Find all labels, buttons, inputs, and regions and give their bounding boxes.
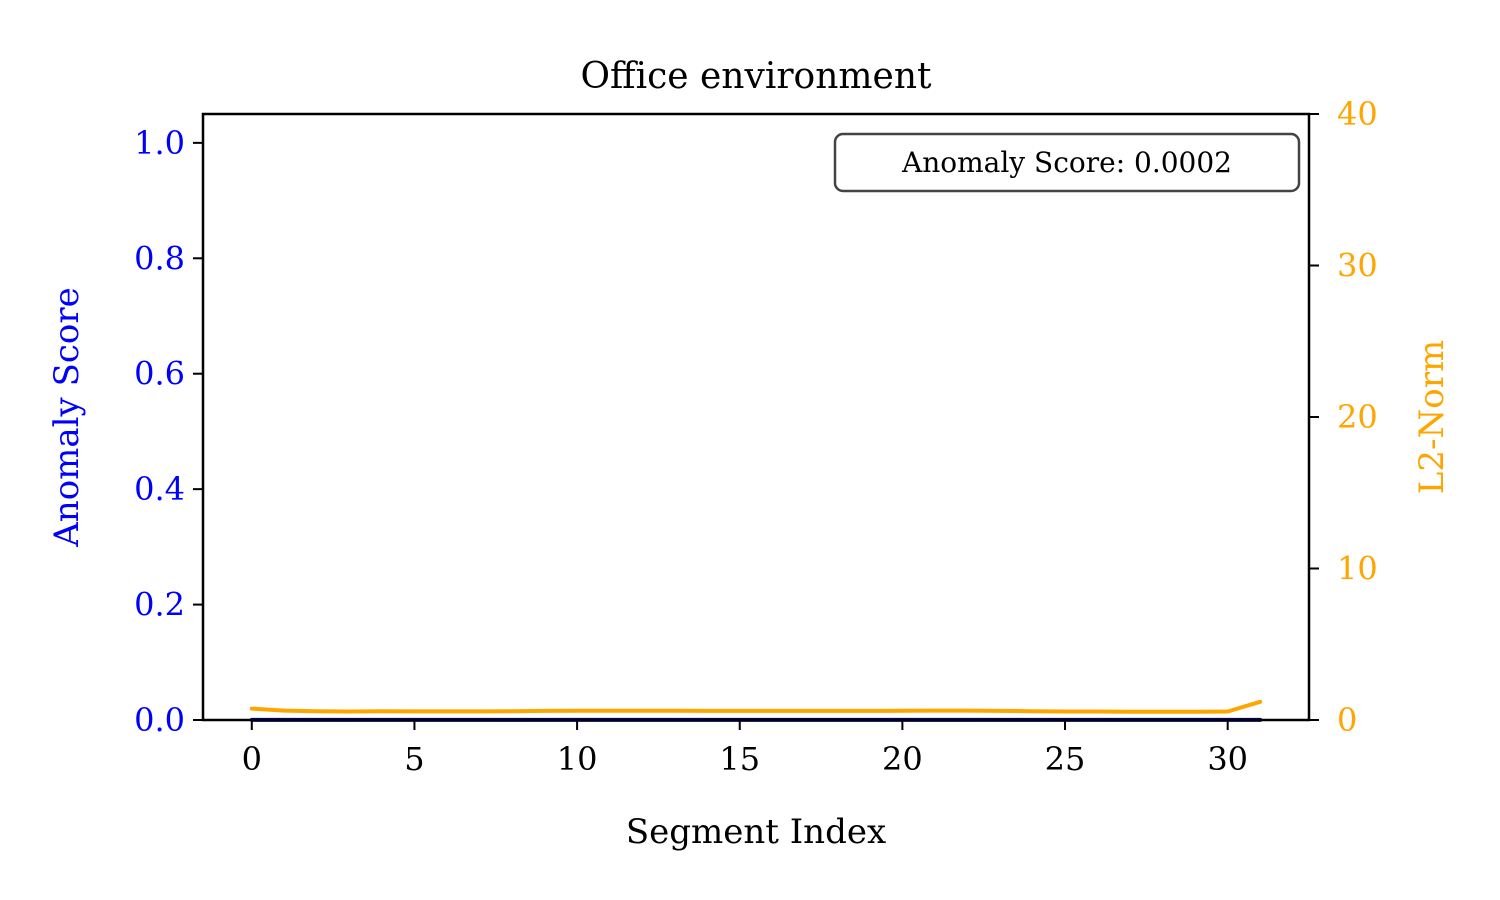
annotation-text: Anomaly Score: 0.0002 (901, 146, 1232, 179)
y-left-tick-label: 0.2 (134, 586, 185, 624)
y-right-tick-label: 10 (1337, 550, 1378, 588)
x-tick-label: 25 (1045, 740, 1086, 778)
y-left-tick-label: 1.0 (134, 124, 185, 162)
l2-norm-line (249, 699, 1263, 714)
series-layer (249, 699, 1263, 722)
chart-title: Office environment (580, 56, 932, 97)
y-right-tick-label: 40 (1337, 95, 1378, 133)
y-axis-right-label: L2-Norm (1412, 340, 1452, 494)
x-tick-label: 0 (242, 740, 262, 778)
x-tick-label: 5 (404, 740, 424, 778)
plot-frame (201, 112, 1311, 722)
x-tick-label: 10 (557, 740, 598, 778)
y-right-tick-label: 20 (1337, 398, 1378, 436)
axes-layer: 0 5 10 15 20 25 30 0.0 0.2 0.4 0.6 0.8 1.0 0 10 20 30 40 (134, 95, 1378, 778)
y-left-tick-label: 0.8 (134, 239, 185, 277)
y-right-tick-label: 30 (1337, 247, 1378, 285)
y-left-tick-label: 0.6 (134, 355, 185, 393)
x-axis-label: Segment Index (626, 812, 886, 852)
x-tick-label: 15 (719, 740, 760, 778)
x-tick-label: 30 (1207, 740, 1248, 778)
x-tick-label: 20 (882, 740, 923, 778)
y-axis-left-label: Anomaly Score (47, 287, 87, 548)
annotation-box: Anomaly Score: 0.0002 (833, 132, 1301, 193)
y-right-tick-label: 0 (1337, 701, 1357, 739)
y-left-tick-label: 0.0 (134, 701, 185, 739)
y-left-tick-label: 0.4 (134, 470, 185, 508)
